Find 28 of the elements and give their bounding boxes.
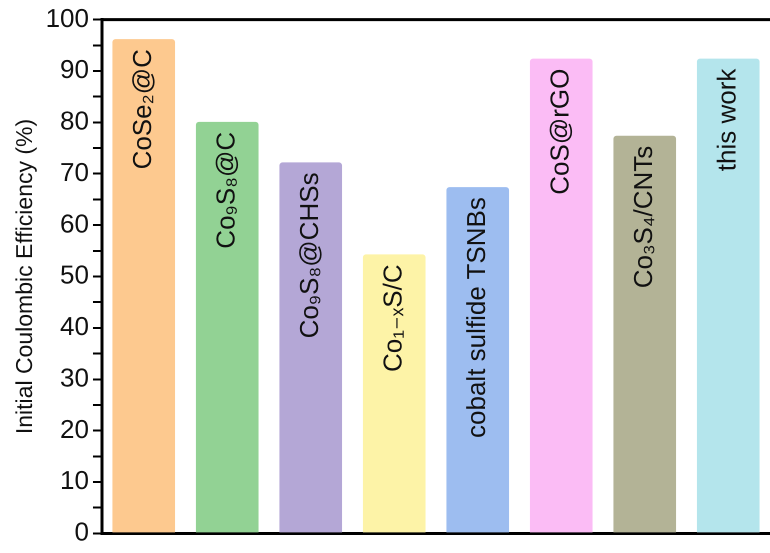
x-tick-label: this work: [711, 68, 742, 172]
bar: [112, 39, 176, 532]
y-tick-label: 80: [60, 106, 89, 136]
y-tick-label: 100: [46, 2, 89, 33]
y-tick-label: 30: [60, 362, 89, 392]
bar: [196, 122, 259, 532]
y-tick-label: 60: [60, 208, 89, 238]
x-tick-label: CoSe₂@C: [126, 49, 157, 170]
y-tick-label: 50: [60, 260, 89, 290]
x-tick-label: Co₉S₈@C: [210, 132, 240, 249]
y-tick-label: 90: [60, 54, 89, 84]
x-tick-label: Co₉S₈@CHSs: [294, 172, 324, 338]
y-tick-label: 40: [60, 311, 89, 342]
bar: [613, 136, 676, 532]
bar: [530, 58, 593, 532]
y-axis-title: Initial Coulombic Efficiency (%): [11, 118, 38, 434]
y-tick-label: 70: [60, 156, 89, 187]
bar: [362, 254, 426, 532]
bar: [696, 58, 760, 532]
y-tick-label: 20: [60, 414, 89, 444]
bar: [446, 187, 510, 532]
x-tick-label: Co₁₋ₓS/C: [377, 264, 408, 372]
bar: [279, 162, 342, 532]
x-tick-label: CoS@rGO: [544, 68, 574, 195]
y-tick-label: 10: [60, 465, 89, 496]
x-tick-label: cobalt sulfide TSNBs: [460, 197, 491, 438]
x-tick-label: Co₃S₄/CNTs: [628, 146, 658, 288]
y-tick-label: 0: [74, 516, 89, 547]
